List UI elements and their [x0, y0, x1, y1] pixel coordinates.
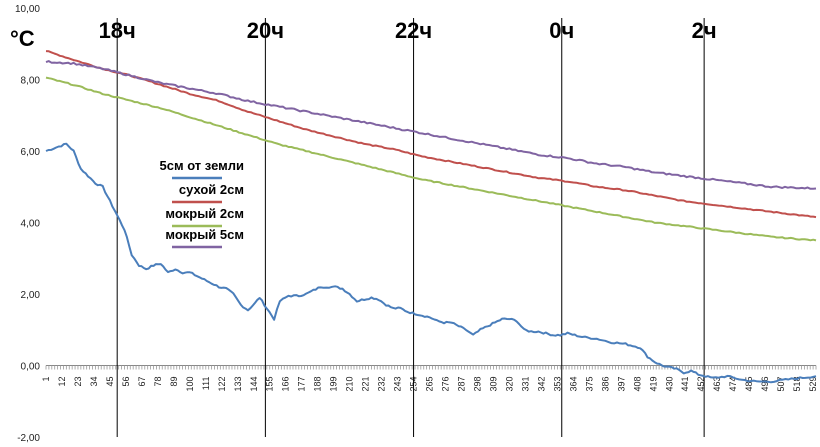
x-tick-label: 298: [472, 377, 482, 392]
y-tick-label: 4,00: [21, 219, 41, 230]
x-tick-label: 243: [393, 377, 403, 392]
x-tick-label: 342: [536, 377, 546, 392]
x-tick-label: 287: [457, 377, 467, 392]
x-tick-label: 397: [616, 377, 626, 392]
y-tick-label: -2,00: [17, 433, 40, 444]
x-axis-labels: 1 12 23 34 45 56 67 78 89 100 111 122 133 144 155 166 17…: [41, 377, 818, 392]
x-tick-label: 441: [680, 377, 690, 392]
x-tick-label: 419: [648, 377, 658, 392]
legend-label: мокрый 2см: [165, 206, 244, 221]
x-tick-label: 155: [265, 377, 275, 392]
x-tick-label: 188: [313, 377, 323, 392]
y-tick-label: 8,00: [21, 76, 41, 87]
x-tick-label: 12: [57, 377, 67, 387]
x-tick-label: 474: [728, 377, 738, 392]
y-axis-unit-label: °C: [10, 26, 35, 51]
x-tick-label: 100: [185, 377, 195, 392]
x-tick-label: 375: [584, 377, 594, 392]
x-tick-label: 320: [504, 377, 514, 392]
x-tick-label: 265: [425, 377, 435, 392]
x-tick-label: 452: [696, 377, 706, 392]
legend-label: сухой 2см: [179, 182, 244, 197]
y-tick-label: 2,00: [21, 290, 41, 301]
x-tick-label: 56: [121, 377, 131, 387]
x-tick-label: 364: [568, 377, 578, 392]
series-line: [45, 50, 817, 219]
x-tick-label: 232: [377, 377, 387, 392]
x-tick-label: 496: [760, 377, 770, 392]
x-tick-label: 507: [776, 377, 786, 392]
x-tick-label: 386: [600, 377, 610, 392]
legend: 5см от земли сухой 2см мокрый 2см мокрый 5с…: [160, 158, 245, 249]
x-tick-label: 122: [217, 377, 227, 392]
x-tick-label: 89: [169, 377, 179, 387]
x-tick-label: 210: [345, 377, 355, 392]
x-tick-label: 408: [632, 377, 642, 392]
y-tick-label: 10,00: [15, 4, 40, 15]
x-tick-label: 529: [808, 377, 818, 392]
x-tick-label: 78: [153, 377, 163, 387]
x-tick-label: 331: [520, 377, 530, 392]
series-line: [45, 142, 817, 384]
y-axis-labels: -2,00 0,00 2,00 4,00 6,00 8,00 10,00: [15, 4, 40, 444]
series-lines: [45, 50, 817, 384]
x-tick-label: 23: [73, 377, 83, 387]
time-marker-lines: 18ч20ч22ч0ч2ч4ч: [99, 18, 717, 437]
x-tick-label: 221: [361, 377, 371, 392]
x-tick-label: 463: [712, 377, 722, 392]
x-tick-label: 45: [105, 377, 115, 387]
series-line: [45, 76, 817, 242]
y-tick-label: 0,00: [21, 362, 41, 373]
x-tick-label: 1: [41, 377, 51, 382]
time-marker-label: 18ч: [99, 18, 136, 43]
x-tick-label: 144: [249, 377, 259, 392]
x-tick-label: 430: [664, 377, 674, 392]
x-tick-label: 276: [441, 377, 451, 392]
x-tick-label: 133: [233, 377, 243, 392]
x-tick-label: 309: [488, 377, 498, 392]
y-tick-label: 6,00: [21, 147, 41, 158]
x-tick-label: 67: [137, 377, 147, 387]
x-tick-label: 166: [281, 377, 291, 392]
time-marker-label: 22ч: [395, 18, 432, 43]
legend-label: 5см от земли: [160, 158, 245, 173]
time-marker-label: 20ч: [247, 18, 284, 43]
x-tick-label: 199: [329, 377, 339, 392]
x-tick-label: 111: [201, 377, 211, 391]
time-marker-label: 2ч: [692, 18, 717, 43]
x-tick-label: 177: [297, 377, 307, 392]
series-line: [45, 60, 817, 190]
time-marker-label: 0ч: [549, 18, 574, 43]
legend-label: мокрый 5см: [165, 227, 244, 242]
x-tick-label: 34: [89, 377, 99, 387]
x-tick-label: 518: [792, 377, 802, 392]
x-tick-label: 353: [552, 377, 562, 392]
x-axis: [45, 365, 817, 370]
x-tick-label: 485: [744, 377, 754, 392]
